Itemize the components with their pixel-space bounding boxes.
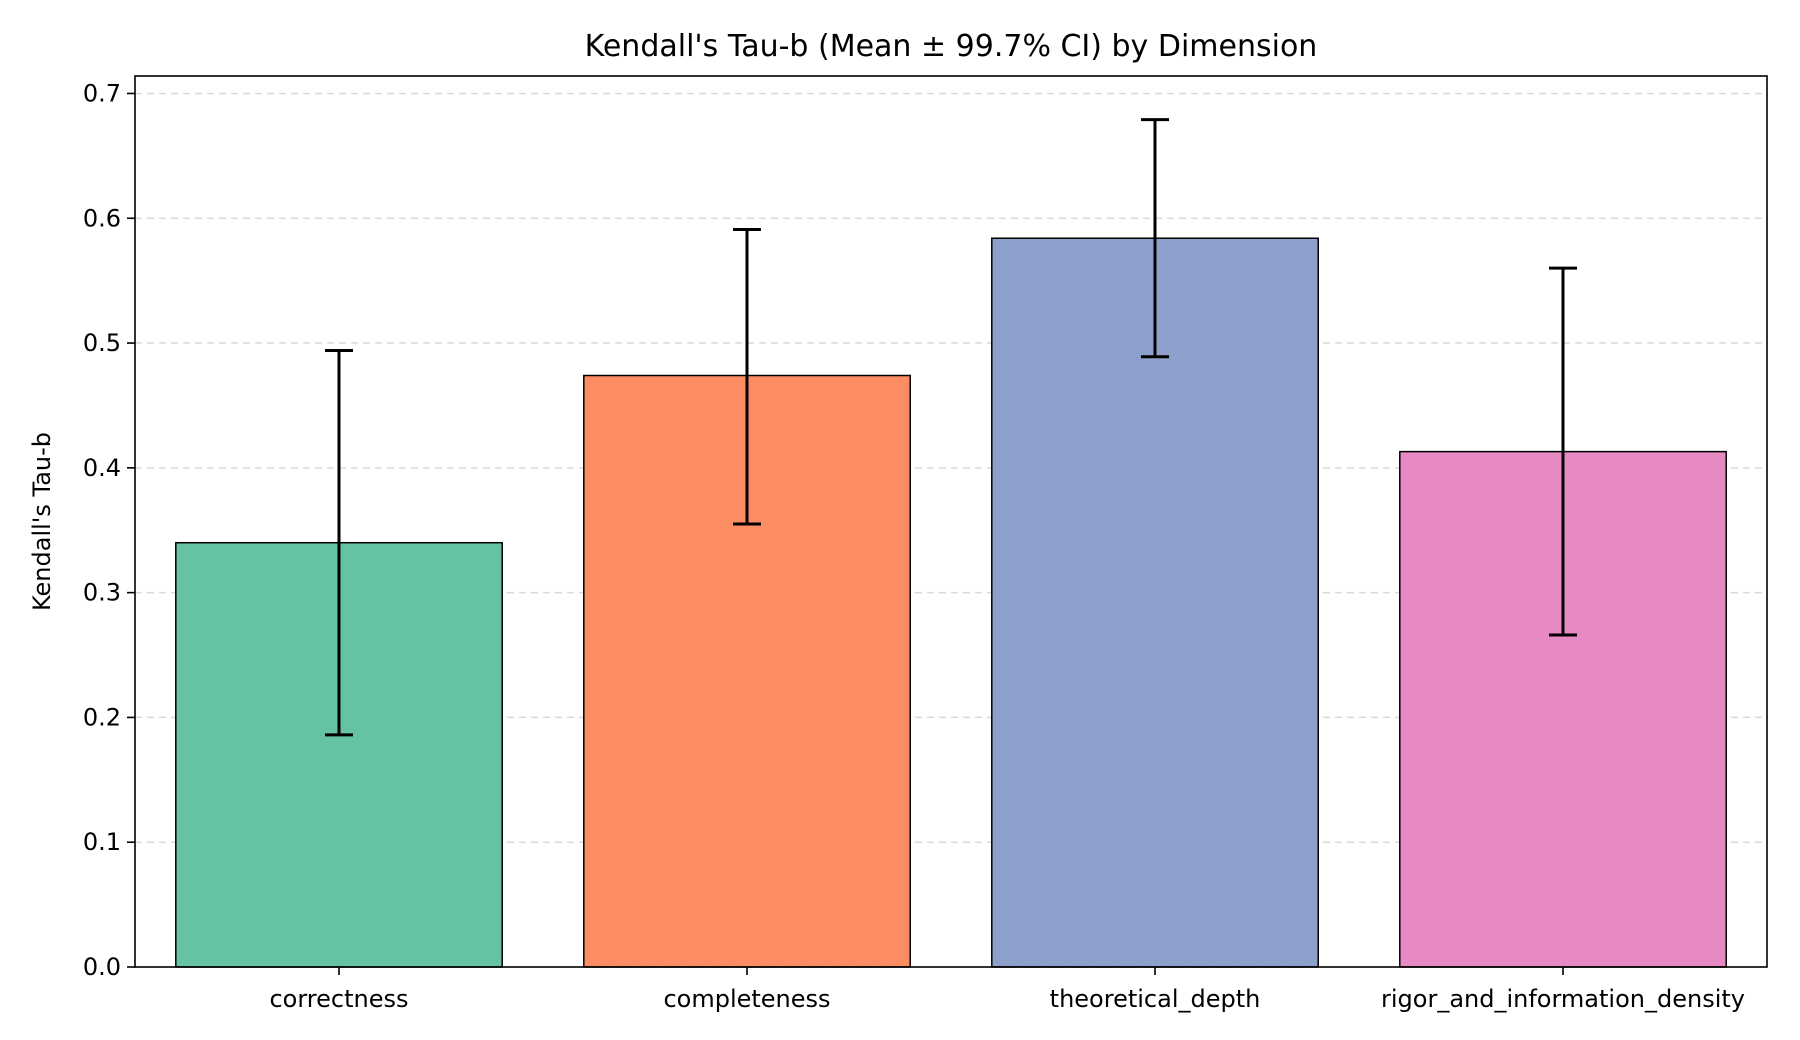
x-tick-label: correctness [269, 985, 408, 1013]
x-tick-label: completeness [663, 985, 830, 1013]
y-tick-label: 0.1 [83, 828, 121, 856]
y-tick-label: 0.6 [83, 204, 121, 232]
y-tick-label: 0.5 [83, 329, 121, 357]
y-tick-label: 0.3 [83, 579, 121, 607]
y-tick-label: 0.2 [83, 703, 121, 731]
error-bar-rigor_and_information_density [1549, 266, 1577, 637]
y-tick-label: 0.0 [83, 953, 121, 981]
x-tick-label: theoretical_depth [1050, 985, 1261, 1013]
plot-frame [134, 75, 1768, 968]
y-tick-label: 0.7 [83, 79, 121, 107]
x-tick-label: rigor_and_information_density [1381, 985, 1745, 1013]
y-tick-label: 0.4 [83, 454, 121, 482]
y-axis-label: Kendall's Tau-b [28, 432, 56, 611]
y-axis-ticks: 0.0 0.1 0.2 0.3 0.4 0.5 0.6 0.7 [83, 79, 135, 981]
x-axis-ticks: correctness completeness theoretical_depth… [269, 967, 1745, 1013]
error-bar-correctness [325, 349, 353, 737]
error-bar-completeness [733, 227, 761, 526]
error-bars [325, 118, 1577, 737]
chart-title: Kendall's Tau-b (Mean ± 99.7% CI) by Dim… [585, 29, 1318, 64]
error-bar-theoretical_depth [1141, 118, 1169, 359]
bar-theoretical_depth [991, 237, 1319, 968]
